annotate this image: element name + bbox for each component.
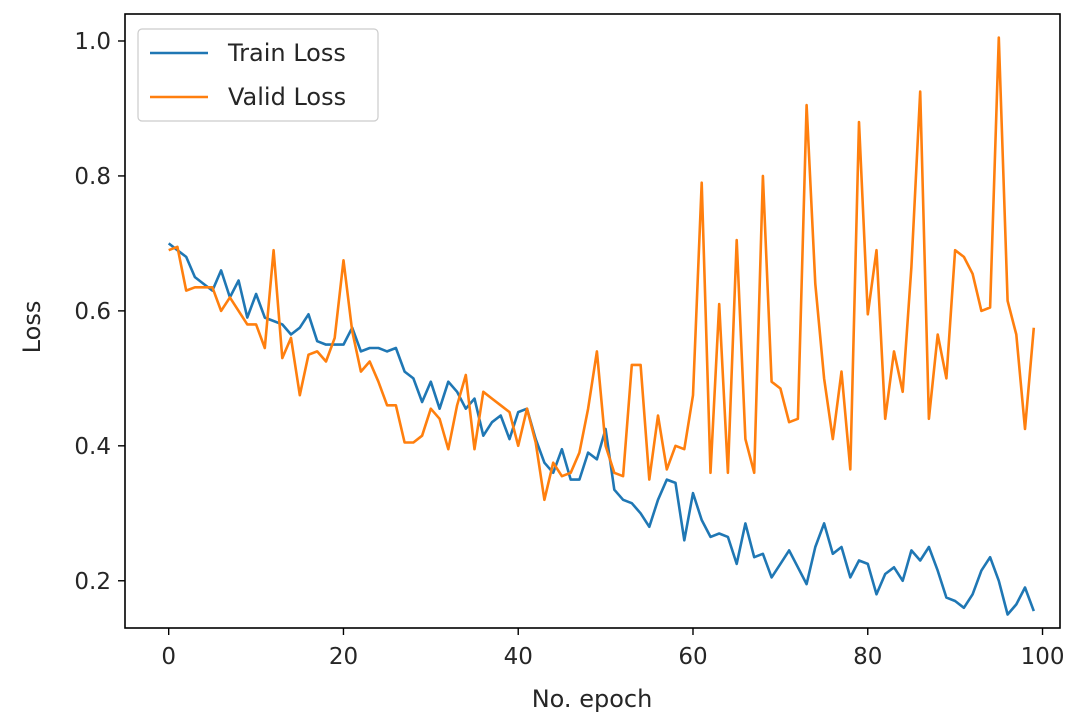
- series-layer: [167, 36, 1036, 616]
- legend-label-valid-loss: Valid Loss: [228, 83, 346, 111]
- x-tick-label: 100: [1021, 644, 1065, 670]
- x-tick-label: 60: [678, 644, 707, 670]
- legend-label-train-loss: Train Loss: [227, 39, 346, 67]
- ticks-layer: 0 20 40 60 80 100 0.2 0.4 0.6 0.8 1.0: [74, 29, 1064, 670]
- y-tick-label: 0.4: [74, 434, 111, 460]
- x-tick-label: 80: [853, 644, 882, 670]
- y-tick-label: 1.0: [74, 29, 111, 55]
- y-axis-label: Loss: [18, 301, 46, 354]
- y-tick-label: 0.8: [74, 164, 111, 190]
- x-tick-label: 20: [329, 644, 358, 670]
- series-line-train-loss: [167, 242, 1036, 616]
- x-tick-label: 0: [161, 644, 176, 670]
- series-line-valid-loss: [168, 36, 1036, 502]
- plot-area-frame: [124, 13, 1061, 629]
- y-tick-label: 0.2: [74, 569, 111, 595]
- x-tick-label: 40: [504, 644, 533, 670]
- legend: Train Loss Valid Loss: [137, 28, 379, 122]
- y-tick-label: 0.6: [74, 299, 111, 325]
- x-axis-label: No. epoch: [532, 685, 653, 713]
